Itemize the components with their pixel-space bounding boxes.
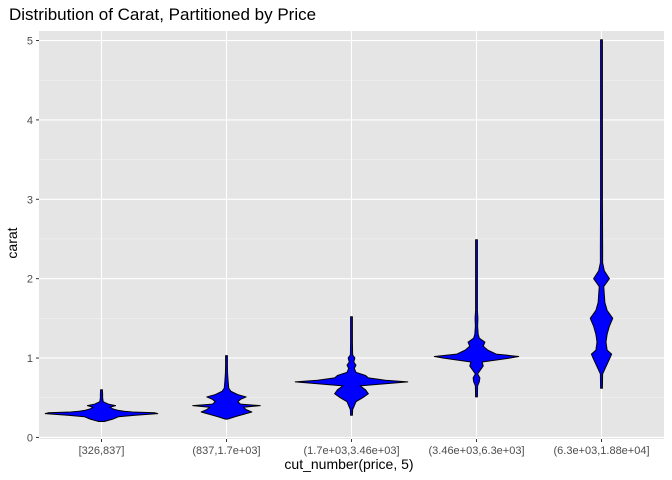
y-tick-label: 2	[27, 274, 33, 286]
y-axis-title: carat	[4, 227, 20, 258]
gridlines	[39, 31, 664, 439]
violin-3	[294, 316, 409, 416]
chart-title: Distribution of Carat, Partitioned by Pr…	[9, 5, 316, 24]
x-tick-label: (1.7e+03,3.46e+03]	[303, 445, 399, 457]
x-tick-label: (6.3e+03,1.88e+04]	[553, 445, 649, 457]
y-tick-label: 3	[27, 194, 33, 206]
y-tick-label: 0	[27, 432, 33, 444]
y-tick-label: 1	[27, 353, 33, 365]
y-tick-label: 5	[27, 36, 33, 48]
y-tick-label: 4	[27, 115, 33, 127]
violin-1	[44, 389, 159, 423]
x-tick-label: (837,1.7e+03]	[192, 445, 260, 457]
violin-5	[589, 39, 614, 389]
violin-2	[192, 355, 261, 420]
x-axis-title: cut_number(price, 5)	[284, 456, 413, 472]
violins	[44, 39, 614, 423]
x-axis: [326,837] (837,1.7e+03] (1.7e+03,3.46e+03]…	[79, 439, 650, 457]
x-tick-label: (3.46e+03,6.3e+03]	[428, 445, 524, 457]
x-tick-label: [326,837]	[79, 445, 125, 457]
violin-4	[433, 239, 520, 398]
y-axis: 0 1 2 3 4 5	[27, 36, 39, 444]
